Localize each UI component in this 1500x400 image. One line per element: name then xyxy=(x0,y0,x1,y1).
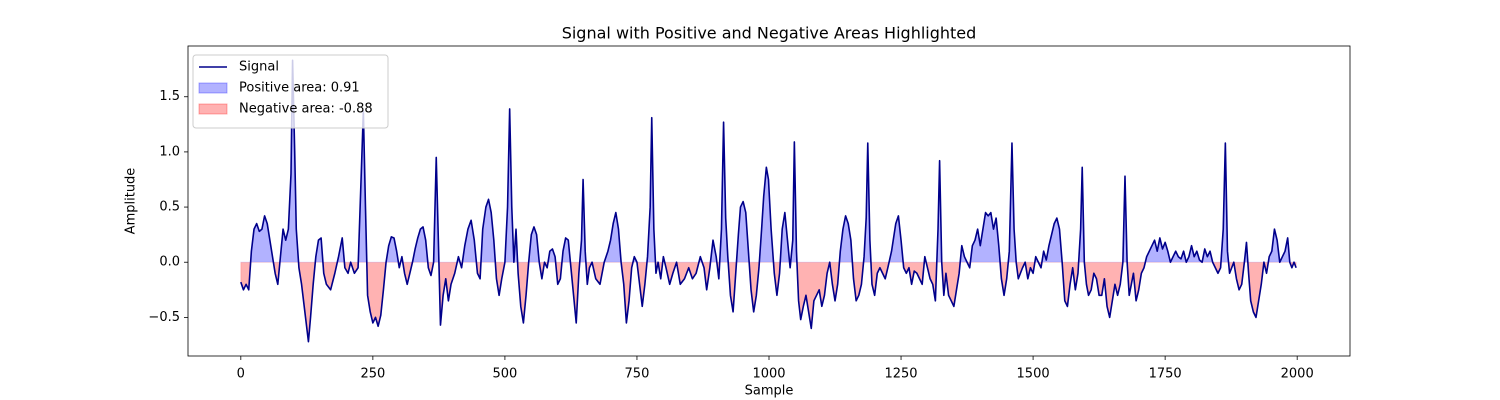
x-tick-label: 2000 xyxy=(1281,367,1314,382)
chart-title: Signal with Positive and Negative Areas … xyxy=(562,24,977,43)
legend-patch xyxy=(198,103,228,115)
y-tick-label: 0.5 xyxy=(159,200,180,215)
y-tick-label: 1.0 xyxy=(159,144,180,159)
x-tick-label: 1500 xyxy=(1017,367,1050,382)
x-tick-label: 0 xyxy=(237,367,245,382)
y-tick-label: 1.5 xyxy=(159,89,180,104)
positive-area xyxy=(240,60,1297,263)
x-tick-label: 1250 xyxy=(884,367,917,382)
legend-label: Signal xyxy=(239,60,279,75)
x-tick-label: 750 xyxy=(625,367,650,382)
legend-label: Negative area: -0.88 xyxy=(239,102,373,117)
x-tick-label: 1000 xyxy=(752,367,785,382)
x-tick-label: 500 xyxy=(492,367,517,382)
x-tick-label: 250 xyxy=(360,367,385,382)
plot-frame xyxy=(187,45,1351,357)
legend-patch xyxy=(198,82,228,94)
legend-box xyxy=(192,54,389,129)
y-tick-label: 0.0 xyxy=(159,255,180,270)
y-axis-label: Amplitude xyxy=(124,168,139,235)
x-tick-label: 1750 xyxy=(1149,367,1182,382)
y-tick-label: −0.5 xyxy=(148,310,180,325)
legend-label: Positive area: 0.91 xyxy=(239,81,360,96)
legend: Signal Positive area: 0.91 Negative area: … xyxy=(192,54,389,129)
x-axis-label: Sample xyxy=(745,384,794,399)
signal-line xyxy=(240,59,1297,343)
